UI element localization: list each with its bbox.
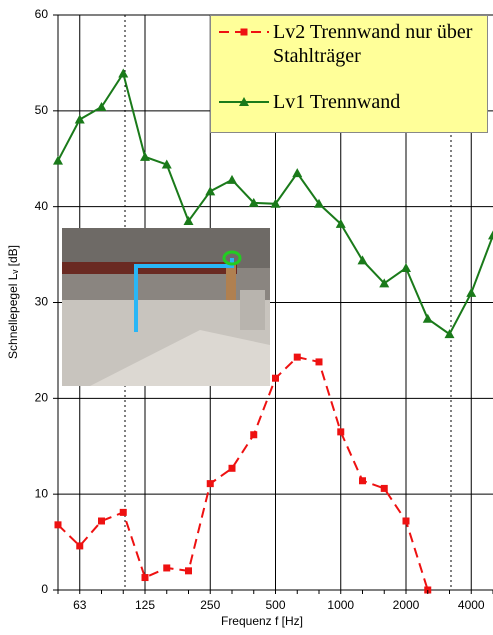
x-axis-title: Frequenz f [Hz] bbox=[221, 614, 303, 628]
x-tick-label: 500 bbox=[265, 598, 285, 612]
data-point bbox=[359, 477, 366, 484]
data-point bbox=[98, 518, 105, 525]
x-tick-label: 4000 bbox=[458, 598, 485, 612]
legend-swatch bbox=[217, 90, 271, 114]
legend-marker bbox=[241, 29, 248, 36]
data-point bbox=[272, 375, 279, 382]
x-tick-label: 63 bbox=[73, 598, 87, 612]
page: Schnellepegel Lᵥ [dB] Frequenz f [Hz] 0 1… bbox=[0, 0, 493, 635]
legend-label: Lv1 Trennwand bbox=[273, 90, 483, 114]
data-point bbox=[55, 521, 62, 528]
y-axis-title: Schnellepegel Lᵥ [dB] bbox=[6, 245, 20, 359]
y-tick-label: 30 bbox=[35, 295, 49, 309]
x-tick-label: 125 bbox=[135, 598, 155, 612]
legend-label: Lv2 Trennwand nur über Stahlträger bbox=[273, 20, 483, 68]
data-point bbox=[185, 567, 192, 574]
data-point bbox=[207, 480, 214, 487]
data-point bbox=[250, 431, 257, 438]
data-point bbox=[381, 485, 388, 492]
inset-photo bbox=[62, 228, 270, 386]
y-tick-label: 50 bbox=[35, 103, 49, 117]
data-point bbox=[337, 428, 344, 435]
data-point bbox=[316, 358, 323, 365]
data-point bbox=[120, 509, 127, 516]
x-tick-label: 1000 bbox=[327, 598, 354, 612]
y-tick-label: 10 bbox=[35, 486, 49, 500]
y-tick-label: 20 bbox=[35, 391, 49, 405]
y-tick-label: 60 bbox=[35, 7, 49, 21]
legend: Lv2 Trennwand nur über Stahlträger Lv1 Tr… bbox=[210, 15, 488, 133]
data-point bbox=[403, 518, 410, 525]
data-point bbox=[76, 542, 83, 549]
y-tick-label: 0 bbox=[41, 582, 48, 596]
x-tick-label: 250 bbox=[200, 598, 220, 612]
legend-swatch bbox=[217, 20, 271, 44]
data-point bbox=[163, 564, 170, 571]
y-tick-label: 40 bbox=[35, 199, 49, 213]
data-point bbox=[294, 354, 301, 361]
data-point bbox=[229, 465, 236, 472]
data-point bbox=[142, 574, 149, 581]
x-tick-label: 2000 bbox=[393, 598, 420, 612]
